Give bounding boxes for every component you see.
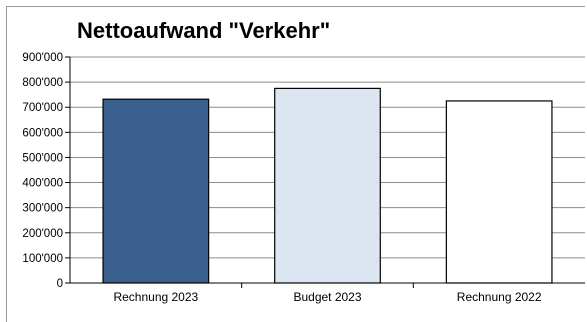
y-tick-label: 300'000 <box>22 203 63 215</box>
y-tick-label: 400'000 <box>22 178 63 190</box>
y-tick-label: 500'000 <box>22 152 63 164</box>
y-tick-labels: 0 100'000 200'000 300'000 400'000 500'000 600'… <box>22 52 63 290</box>
x-tick-label: Budget 2023 <box>293 290 361 304</box>
x-tick-label: Rechnung 2023 <box>113 290 198 304</box>
bar-rechnung-2022 <box>445 100 553 284</box>
bar-budget-2023 <box>274 87 381 284</box>
chart-title: Nettoaufwand "Verkehr" <box>77 18 330 43</box>
y-tick-label: 600'000 <box>22 127 63 139</box>
bar-rechnung-2023 <box>102 98 210 284</box>
y-tick-label: 900'000 <box>22 52 63 64</box>
y-tick-label: 700'000 <box>22 102 63 114</box>
chart-frame <box>6 6 585 322</box>
y-tick-label: 200'000 <box>22 228 63 240</box>
y-tick-label: 0 <box>57 278 63 290</box>
x-tick-label: Rechnung 2022 <box>457 290 542 304</box>
bars <box>102 87 553 284</box>
y-tick-label: 100'000 <box>22 253 63 265</box>
x-tick-labels: Rechnung 2023 Budget 2023 Rechnung 2022 <box>113 290 541 304</box>
y-tick-label: 800'000 <box>22 77 63 89</box>
